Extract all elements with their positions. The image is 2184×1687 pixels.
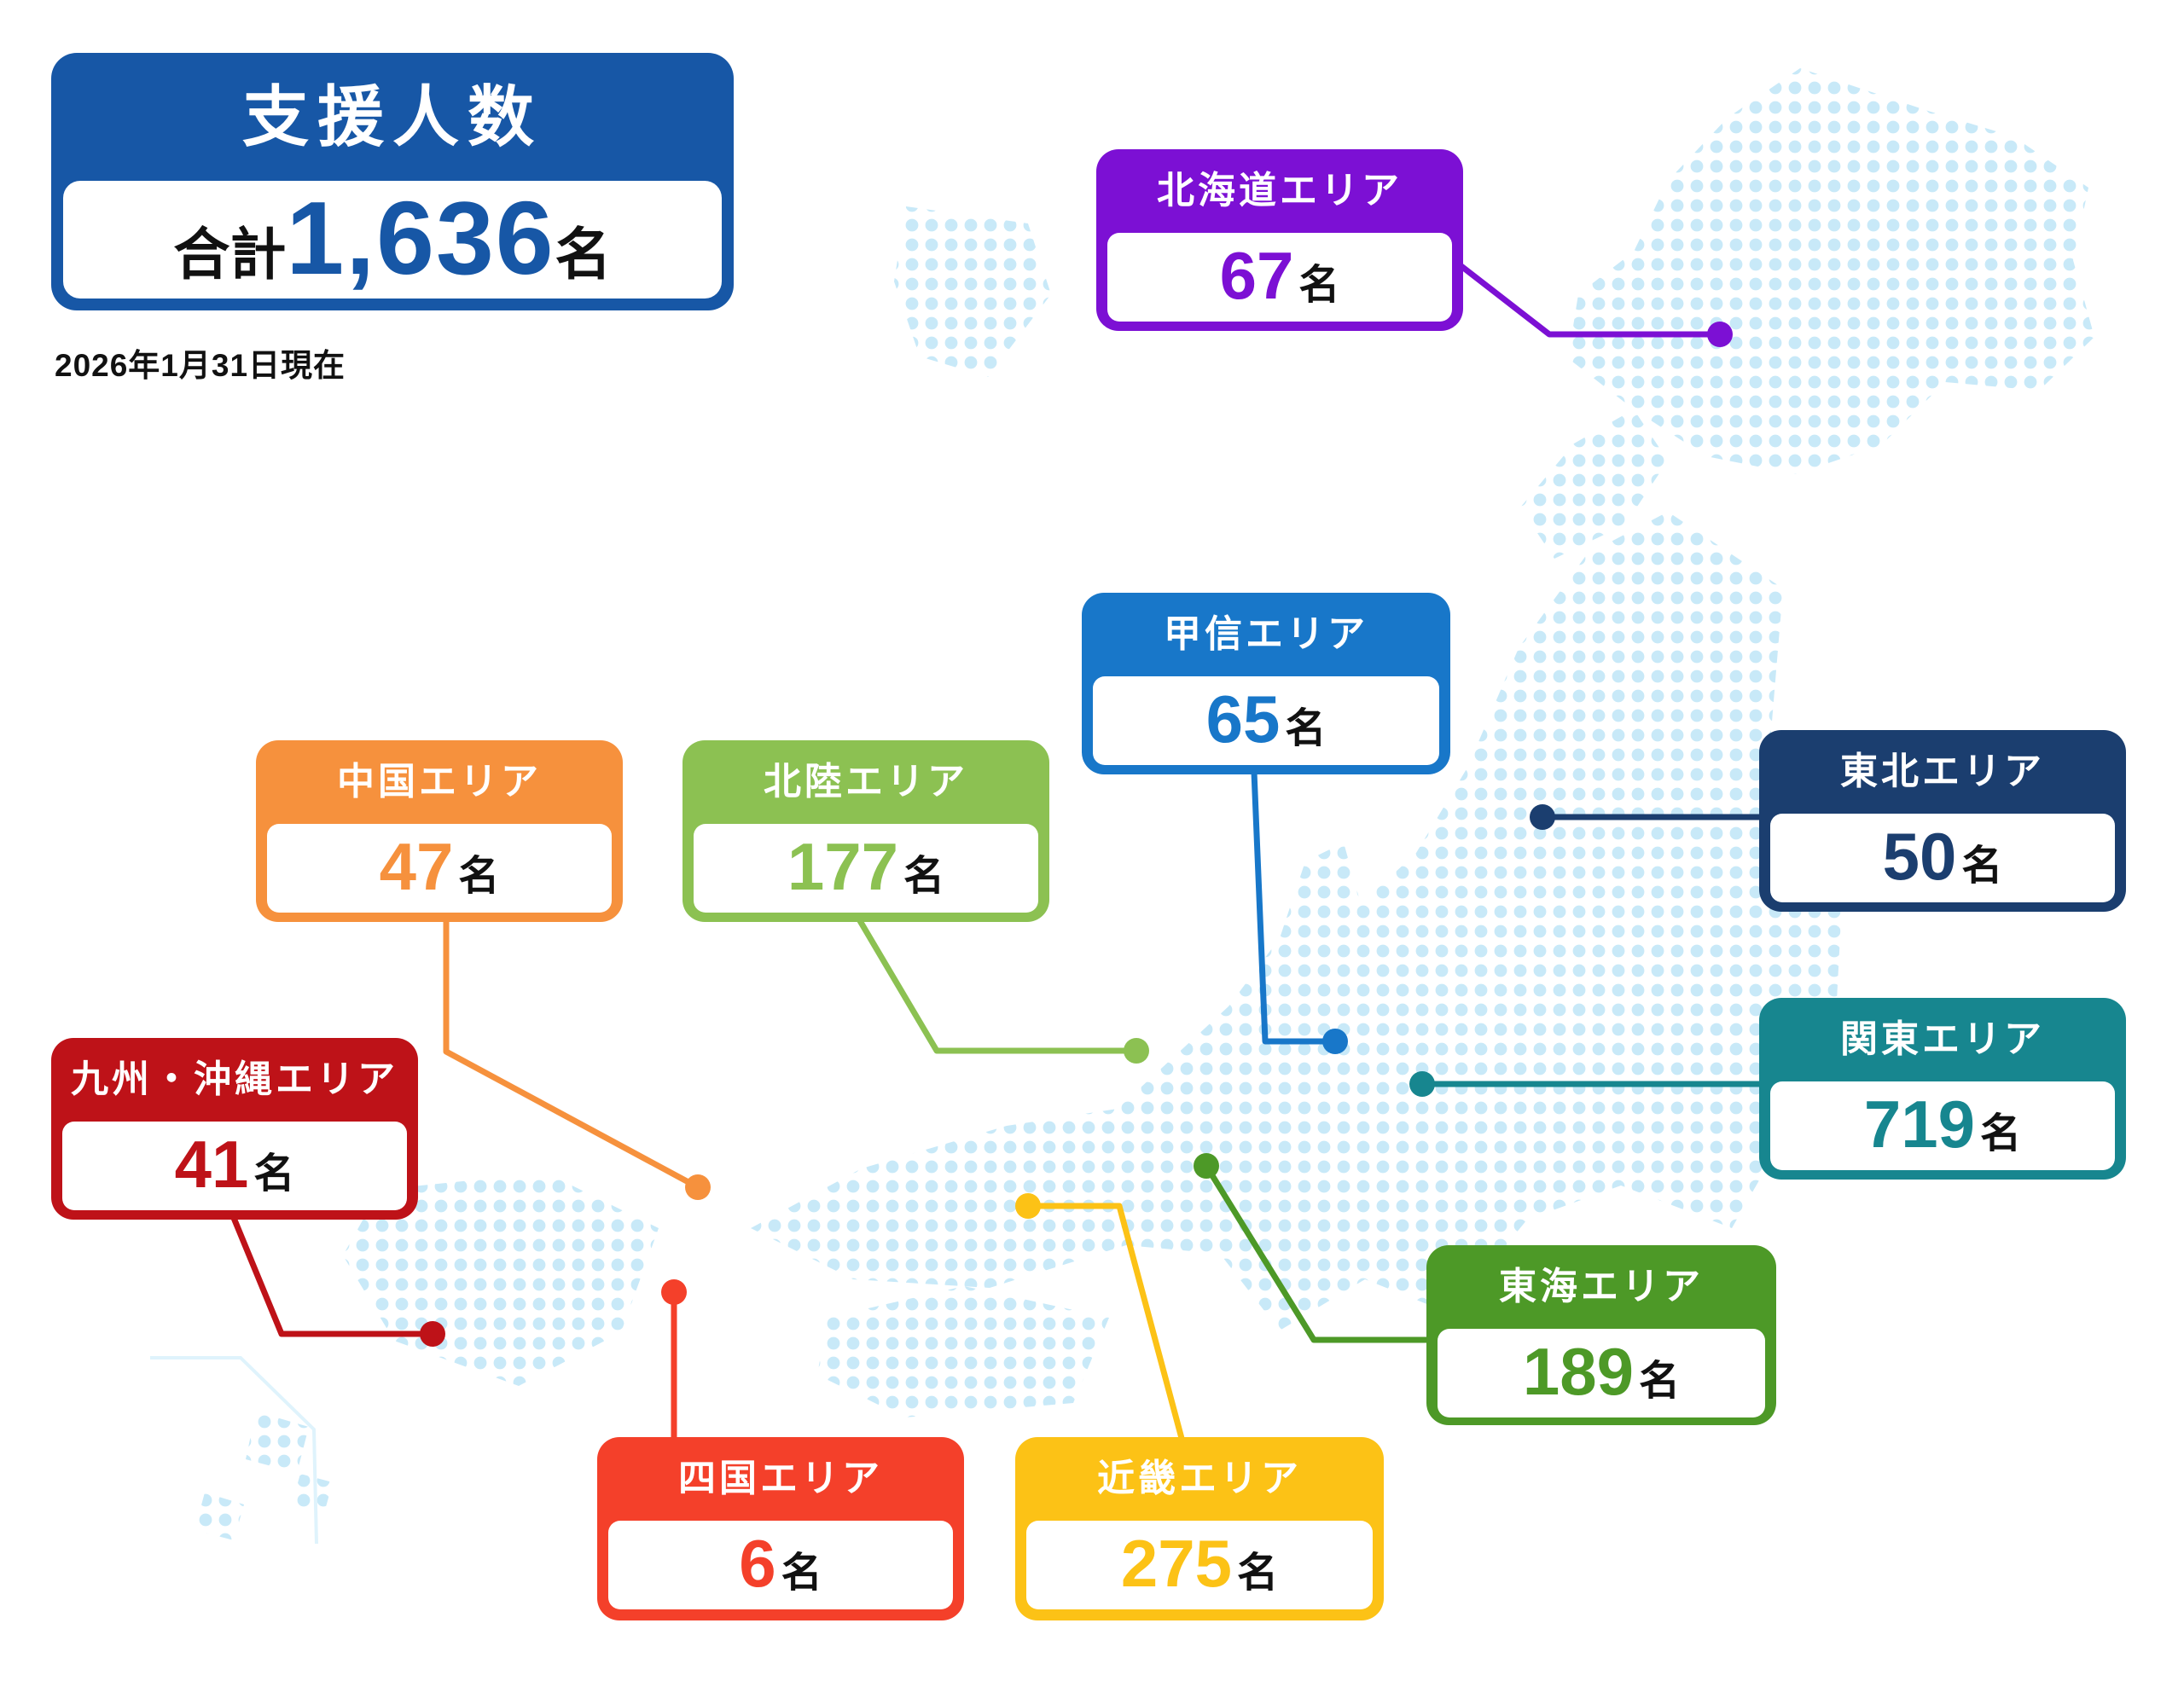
island-okinawa-1 <box>246 1412 309 1473</box>
region-card-kanto: 関東エリア 719 名 <box>1759 998 2126 1180</box>
total-value: 1,636 <box>286 180 555 296</box>
region-name: 近畿エリア <box>1097 1458 1302 1499</box>
region-name: 四国エリア <box>678 1458 883 1499</box>
region-unit: 名 <box>253 1151 295 1197</box>
region-card-body: 65 名 <box>1093 676 1439 765</box>
region-value: 41 <box>174 1127 249 1202</box>
map-marker-tokai <box>1194 1153 1219 1179</box>
region-unit: 名 <box>1237 1551 1279 1596</box>
island-shikoku <box>817 1286 1109 1417</box>
region-name: 北海道エリア <box>1157 170 1403 212</box>
leader-line-hokkaido <box>1428 240 1723 338</box>
region-unit: 名 <box>903 854 945 899</box>
okinawa-inset-line <box>150 1356 318 1545</box>
island-okinawa-3 <box>195 1493 244 1540</box>
region-card-chugoku: 中国エリア 47 名 <box>256 740 623 922</box>
map-marker-kinki <box>1015 1193 1041 1219</box>
island-hokkaido <box>1568 68 2094 474</box>
leader-line-koshin <box>1251 768 1339 1045</box>
region-unit: 名 <box>1298 263 1340 308</box>
region-card-body: 50 名 <box>1770 814 2115 902</box>
region-unit: 名 <box>458 854 500 899</box>
island-west-strip <box>894 206 1051 377</box>
total-card-title: 支援人数 <box>241 79 543 154</box>
total-card: 支援人数 合計1,636名 <box>51 53 734 310</box>
region-unit: 名 <box>781 1551 822 1596</box>
region-card-kinki: 近畿エリア 275 名 <box>1015 1437 1384 1620</box>
map-marker-hokkaido <box>1707 322 1733 347</box>
region-value: 275 <box>1120 1526 1233 1601</box>
region-card-tohoku: 東北エリア 50 名 <box>1759 730 2126 912</box>
island-honshu <box>751 512 1843 1330</box>
total-card-body: 合計1,636名 <box>63 181 722 299</box>
map-marker-koshin <box>1322 1029 1348 1054</box>
region-name: 東海エリア <box>1499 1266 1704 1307</box>
region-value: 189 <box>1522 1334 1635 1409</box>
leader-line-tokai <box>1203 1162 1433 1343</box>
region-unit: 名 <box>1961 844 2003 889</box>
region-value: 65 <box>1205 681 1281 757</box>
leader-line-chugoku <box>443 916 701 1191</box>
region-card-body: 41 名 <box>62 1122 407 1210</box>
map-marker-hokuriku <box>1124 1038 1149 1064</box>
region-card-body: 177 名 <box>694 824 1038 913</box>
region-card-body: 189 名 <box>1438 1329 1765 1417</box>
region-name: 関東エリア <box>1840 1018 2045 1060</box>
region-card-koshin: 甲信エリア 65 名 <box>1082 593 1450 774</box>
region-name: 中国エリア <box>337 761 542 803</box>
region-card-body: 67 名 <box>1107 233 1452 322</box>
map-marker-kyushu <box>420 1321 445 1347</box>
region-card-body: 47 名 <box>267 824 612 913</box>
region-card-hokuriku: 北陸エリア 177 名 <box>682 740 1049 922</box>
region-value: 177 <box>787 829 899 904</box>
region-card-body: 275 名 <box>1026 1521 1373 1609</box>
region-card-tokai: 東海エリア 189 名 <box>1426 1245 1776 1425</box>
map-marker-shikoku <box>661 1279 687 1305</box>
region-card-hokkaido: 北海道エリア 67 名 <box>1096 149 1463 331</box>
region-name: 九州・沖縄エリア <box>71 1058 398 1100</box>
region-name: 甲信エリア <box>1164 613 1368 655</box>
region-value: 47 <box>379 829 454 904</box>
total-unit: 名 <box>555 223 612 286</box>
region-value: 6 <box>739 1526 776 1601</box>
region-unit: 名 <box>1639 1359 1681 1404</box>
map-marker-kanto <box>1409 1071 1435 1097</box>
map-marker-chugoku <box>685 1174 711 1200</box>
region-unit: 名 <box>1980 1111 2022 1157</box>
region-name: 東北エリア <box>1840 751 2045 792</box>
leader-line-hokuriku <box>856 916 1140 1054</box>
region-card-kyushu-okinawa: 九州・沖縄エリア 41 名 <box>51 1038 418 1220</box>
total-label: 合計 <box>173 223 287 286</box>
region-value: 719 <box>1863 1087 1976 1162</box>
island-okinawa-2 <box>292 1474 333 1513</box>
region-unit: 名 <box>1285 706 1327 751</box>
island-hokkaido-tail <box>1520 409 1668 559</box>
leader-line-kinki <box>1025 1203 1186 1445</box>
region-card-body: 719 名 <box>1770 1081 2115 1170</box>
region-name: 北陸エリア <box>764 761 968 803</box>
as-of-date: 2026年1月31日現在 <box>55 348 346 383</box>
leader-line-kyushu <box>230 1215 436 1337</box>
region-value: 67 <box>1219 238 1294 313</box>
map-marker-tohoku <box>1530 804 1555 830</box>
region-value: 50 <box>1882 819 1957 894</box>
